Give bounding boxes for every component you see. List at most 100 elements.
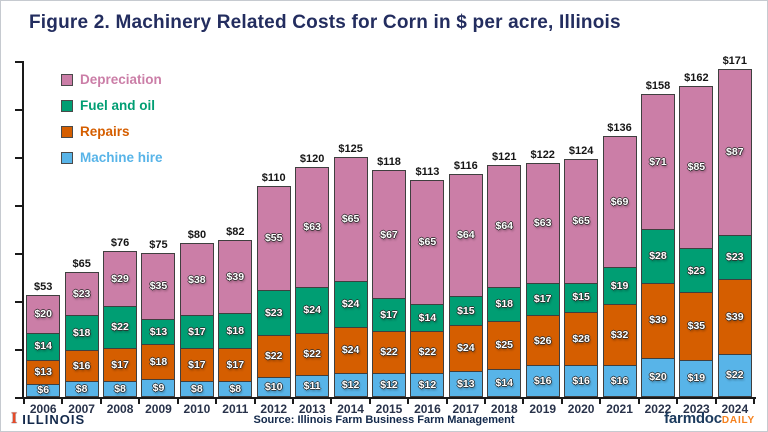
bar-total-label: $118 [377,156,401,169]
x-axis-label: 2012 [260,402,288,416]
x-axis-tick [330,399,333,404]
stacked-bar: $20 $14 $13 $6 [26,295,61,397]
bar-total-label: $116 [453,160,478,173]
bar-segment-depreciation: $65 [564,158,599,284]
legend-label: Depreciation [80,72,162,87]
x-axis [22,397,756,399]
stacked-bar: $29 $22 $17 $8 [103,251,138,397]
x-axis-tick [253,399,256,404]
y-axis-tick [15,205,22,207]
x-axis-tick [445,399,448,404]
bar-total-label: $171 [722,54,748,67]
footer: Source: Illinois Farm Business Farm Mana… [1,406,767,431]
stacked-bar: $55 $23 $22 $10 [256,185,291,397]
y-axis-tick [15,397,22,399]
bar-segment-depreciation: $71 [640,93,675,230]
bar-segment-machine-hire: $12 [410,373,445,397]
x-axis-ticks [23,399,755,405]
bar-segment-machine-hire: $16 [564,366,599,397]
bar-segment-fuel-and-oil: $19 [602,268,637,305]
bar-segment-fuel-and-oil: $24 [333,281,368,328]
bar-segment-depreciation: $64 [487,164,522,288]
bar-segment-fuel-and-oil: $13 [141,320,176,346]
x-axis-label: 2010 [183,402,211,416]
bar-segment-depreciation: $64 [448,174,483,298]
x-axis-label: 2022 [644,402,672,416]
x-axis-label: 2006 [29,402,57,416]
x-axis-label: 2019 [529,402,557,416]
x-axis-label: 2017 [452,402,480,416]
bar-total-label: $110 [261,171,286,184]
bar-segment-fuel-and-oil: $17 [372,299,406,332]
bar-segment-fuel-and-oil: $24 [295,287,330,334]
bar-group: $113 $65 $14 $22 $12 [408,166,446,397]
legend-swatch-icon [61,73,73,86]
bar-total-label: $121 [492,150,517,163]
stacked-bar: $38 $17 $17 $8 [179,243,214,397]
stacked-bar: $71 $28 $39 $20 [640,93,675,397]
bar-segment-machine-hire: $9 [141,379,176,397]
x-axis-tick [522,399,525,404]
stacked-bar: $63 $17 $26 $16 [525,162,560,397]
x-axis-label: 2021 [606,402,633,416]
bar-segment-depreciation: $23 [64,272,99,317]
legend-item-fuel-and-oil: Fuel and oil [61,98,163,113]
legend: Depreciation Fuel and oil Repairs Machine h… [61,72,163,165]
bar-segment-fuel-and-oil: $28 [640,229,675,284]
legend-label: Repairs [80,124,130,139]
bar-segment-depreciation: $55 [256,185,291,292]
x-axis-label: 2015 [375,402,403,416]
bar-total-label: $136 [607,121,632,134]
bar-segment-machine-hire: $8 [179,381,214,397]
x-axis-label: 2014 [337,402,364,416]
y-axis-tick [15,301,22,303]
bar-group: $125 $65 $24 $24 $12 [331,143,369,397]
farmdoc-wordmark: farmdoc [664,410,722,427]
bar-segment-fuel-and-oil: $23 [717,235,752,280]
bar-segment-fuel-and-oil: $14 [410,304,445,332]
bar-group: $120 $63 $24 $22 $11 [293,153,331,397]
bar-segment-repairs: $24 [333,327,368,374]
daily-wordmark: DAILY [721,415,755,426]
bar-total-label: $82 [226,225,245,238]
y-axis-tick [15,61,22,63]
bar-segment-fuel-and-oil: $14 [26,333,61,361]
bar-segment-machine-hire: $13 [448,372,483,397]
bar-segment-repairs: $18 [141,345,176,380]
bar-segment-machine-hire: $14 [487,370,522,397]
bar-segment-fuel-and-oil: $22 [103,306,138,350]
x-axis-label: 2016 [414,402,441,416]
bar-total-label: $124 [568,144,594,157]
x-axis-label: 2024 [721,402,749,416]
bar-segment-machine-hire: $8 [103,381,138,397]
bar-segment-repairs: $17 [103,349,138,382]
x-axis-label: 2008 [106,402,134,416]
y-axis-tick [15,349,22,351]
bar-segment-machine-hire: $20 [640,358,675,397]
bar-segment-depreciation: $35 [141,253,176,321]
bar-segment-repairs: $35 [679,293,714,361]
bar-segment-depreciation: $39 [218,239,253,315]
chart-title: Figure 2. Machinery Related Costs for Co… [29,12,621,33]
bar-segment-repairs: $22 [256,335,291,378]
bar-segment-machine-hire: $6 [26,385,61,397]
y-axis-tick [15,253,22,255]
bar-segment-machine-hire: $11 [295,375,330,397]
bar-total-label: $53 [34,281,53,294]
bar-total-label: $76 [110,237,130,250]
university-wordmark: ILLINOIS [22,411,86,427]
bar-segment-depreciation: $69 [602,135,637,269]
bar-segment-repairs: $39 [717,279,752,355]
x-axis-tick [407,399,410,404]
bar-segment-depreciation: $65 [333,157,368,282]
bar-segment-machine-hire: $8 [218,381,253,397]
bar-group: $124 $65 $15 $28 $16 [562,145,600,397]
stacked-bar: $67 $17 $22 $12 [372,170,406,397]
stacked-bar: $64 $18 $25 $14 [487,164,522,397]
x-axis-tick [753,399,755,404]
bar-group: $118 $67 $17 $22 $12 [370,156,408,397]
bar-segment-fuel-and-oil: $17 [179,316,214,350]
bar-segment-repairs: $22 [410,331,445,374]
x-axis-tick [215,399,218,404]
x-axis-label: 2020 [567,402,595,416]
